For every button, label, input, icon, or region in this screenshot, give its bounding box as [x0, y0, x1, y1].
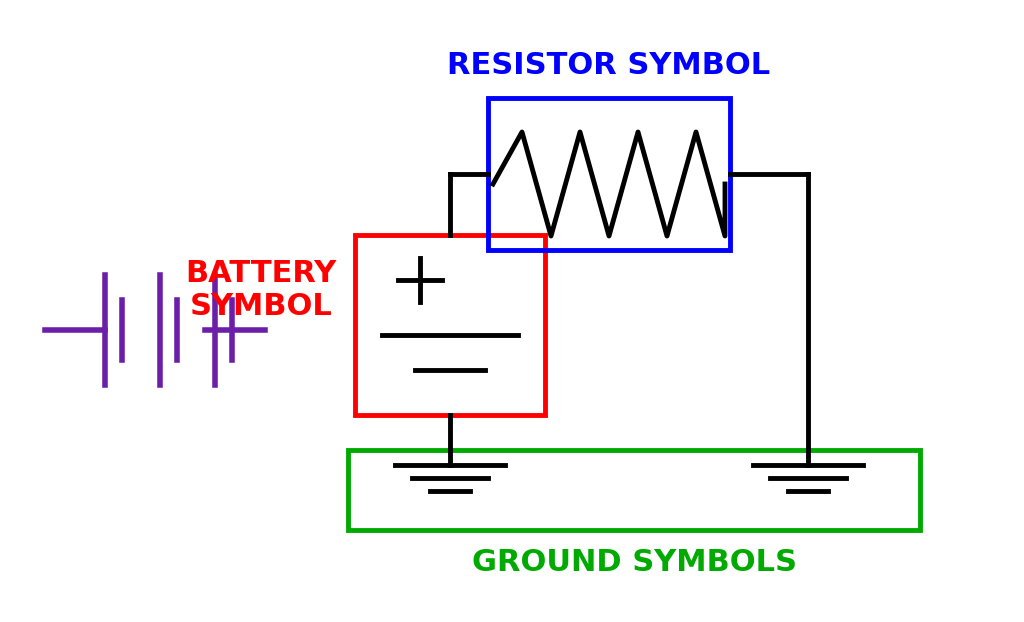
Text: RESISTOR SYMBOL: RESISTOR SYMBOL	[447, 51, 771, 80]
Text: GROUND SYMBOLS: GROUND SYMBOLS	[471, 548, 797, 577]
Bar	[488, 98, 730, 250]
Bar	[348, 450, 920, 530]
Bar	[355, 235, 545, 415]
Text: BATTERY
SYMBOL: BATTERY SYMBOL	[185, 259, 337, 322]
